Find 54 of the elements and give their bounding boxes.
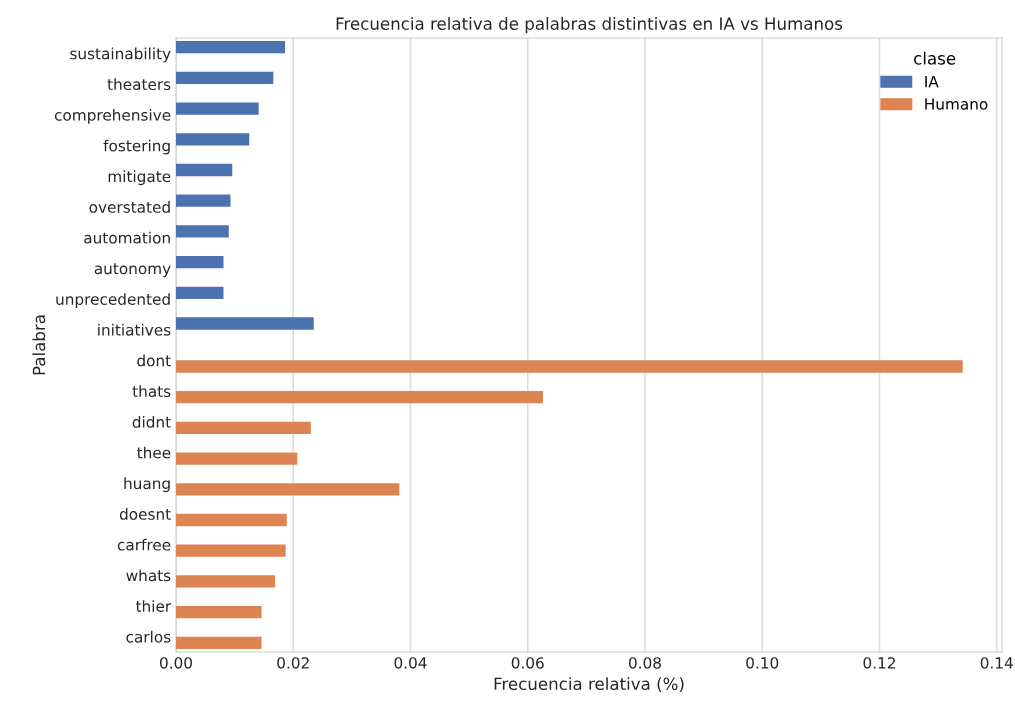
- y-tick-label: mitigate: [108, 170, 171, 186]
- y-tick-label: autonomy: [94, 263, 171, 278]
- y-tick-label: unprecedented: [56, 293, 170, 308]
- bar: [176, 41, 286, 54]
- legend-title: clase: [914, 51, 956, 65]
- bar: [176, 194, 231, 207]
- bar: [176, 255, 224, 269]
- x-tick-label: 0.14: [980, 657, 1013, 669]
- y-tick-label: overstated: [89, 201, 170, 213]
- x-tick-label: 0.10: [746, 657, 779, 669]
- y-tick-label: thats: [132, 385, 171, 398]
- y-tick-label: thier: [135, 600, 172, 612]
- x-tick-label: 0.02: [277, 657, 309, 669]
- x-tick-label: 0.06: [511, 657, 544, 669]
- bar: [176, 544, 286, 557]
- y-tick-label: whats: [126, 569, 171, 582]
- y-tick-label: didnt: [132, 415, 171, 428]
- bar: [176, 575, 276, 588]
- x-axis-title: Frecuencia relativa (%): [494, 677, 684, 693]
- bar: [176, 452, 298, 465]
- y-tick-label: automation: [84, 231, 170, 244]
- bar: [176, 163, 233, 177]
- bar: [176, 421, 311, 435]
- y-tick-label: dont: [137, 354, 171, 367]
- x-tick-label: 0.08: [628, 657, 661, 669]
- y-tick-label: initiatives: [98, 323, 171, 336]
- y-tick-label: carlos: [126, 630, 171, 643]
- y-tick-label: huang: [124, 477, 170, 493]
- bar: [176, 605, 262, 619]
- x-tick-label: 0.00: [160, 657, 192, 669]
- bar: [176, 286, 224, 299]
- y-tick-label: doesnt: [119, 508, 171, 520]
- x-tick-label: 0.04: [394, 657, 427, 669]
- bar: [176, 483, 400, 496]
- bar: [176, 133, 250, 146]
- bar: [176, 71, 274, 85]
- y-axis-title: Palabra: [32, 315, 46, 375]
- x-tick-label: 0.12: [863, 657, 895, 669]
- y-tick-label: theaters: [107, 78, 171, 91]
- bar: [176, 360, 963, 373]
- legend-label: IA: [925, 75, 939, 88]
- y-tick-label: carfree: [117, 538, 171, 551]
- y-tick-label: thee: [137, 446, 171, 459]
- bar: [176, 317, 314, 330]
- bar: [176, 102, 259, 115]
- bar: [176, 636, 262, 649]
- chart-title: Frecuencia relativa de palabras distintivas en IA vs Humanos: [336, 17, 843, 34]
- y-tick-label: comprehensive: [54, 108, 171, 124]
- bar: [176, 391, 543, 404]
- y-tick-label: fostering: [103, 139, 170, 155]
- legend-label: Humano: [925, 98, 988, 110]
- y-tick-label: sustainability: [70, 47, 171, 63]
- bar: [176, 225, 229, 238]
- bar: [176, 513, 287, 527]
